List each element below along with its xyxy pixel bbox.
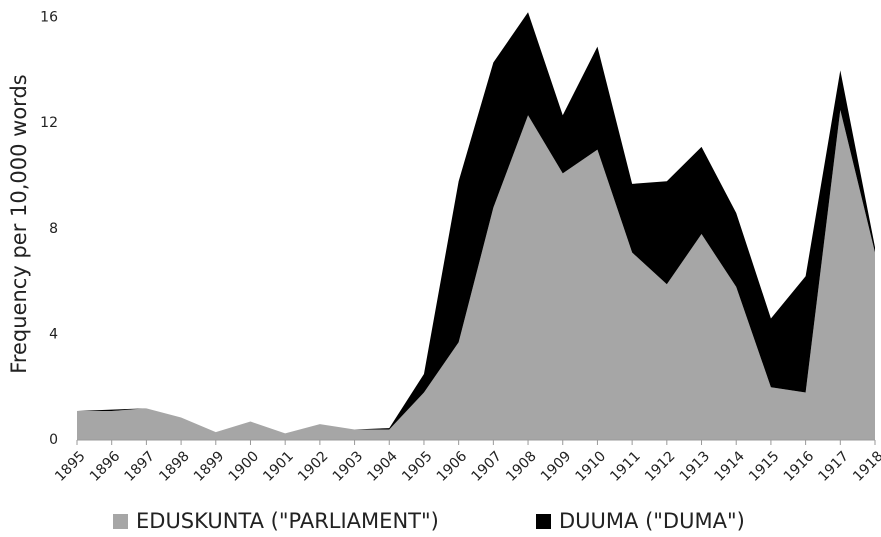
area bbox=[77, 109, 875, 440]
legend-swatch bbox=[113, 514, 128, 529]
x-tick-label: 1913 bbox=[677, 448, 714, 485]
x-tick-label: 1909 bbox=[538, 448, 575, 485]
x-tick-label: 1907 bbox=[468, 448, 505, 485]
y-axis-label: Frequency per 10,000 words bbox=[7, 74, 31, 373]
x-tick-label: 1916 bbox=[781, 448, 818, 485]
x-tick-label: 1898 bbox=[156, 448, 193, 485]
x-tick-label: 1896 bbox=[87, 448, 124, 485]
x-tick-label: 1904 bbox=[364, 448, 401, 485]
x-tick-label: 1910 bbox=[573, 448, 610, 485]
x-tick-label: 1914 bbox=[711, 448, 748, 485]
y-tick-label: 16 bbox=[40, 10, 58, 26]
y-tick-label: 4 bbox=[49, 326, 58, 342]
area bbox=[77, 12, 875, 434]
x-tick-label: 1906 bbox=[434, 448, 471, 485]
legend-label: EDUSKUNTA ("PARLIAMENT") bbox=[136, 509, 439, 533]
x-tick-label: 1899 bbox=[191, 448, 228, 485]
legend-label: DUUMA ("DUMA") bbox=[559, 509, 745, 533]
y-tick-label: 0 bbox=[49, 432, 58, 448]
x-tick-label: 1918 bbox=[850, 448, 881, 485]
x-tick-label: 1897 bbox=[122, 448, 159, 485]
x-tick-label: 1911 bbox=[607, 448, 644, 485]
x-tick-label: 1901 bbox=[260, 448, 297, 485]
legend-swatch bbox=[536, 514, 551, 529]
x-tick-label: 1903 bbox=[330, 448, 367, 485]
y-tick-label: 8 bbox=[49, 221, 58, 237]
x-tick-label: 1908 bbox=[503, 448, 540, 485]
x-tick-label: 1915 bbox=[746, 448, 783, 485]
x-tick-label: 1905 bbox=[399, 448, 436, 485]
x-tick-label: 1902 bbox=[295, 448, 332, 485]
x-tick-label: 1917 bbox=[815, 448, 852, 485]
x-tick-label: 1895 bbox=[52, 448, 89, 485]
x-tick-label: 1912 bbox=[642, 448, 679, 485]
y-tick-label: 12 bbox=[40, 115, 58, 131]
x-tick-label: 1900 bbox=[226, 448, 263, 485]
